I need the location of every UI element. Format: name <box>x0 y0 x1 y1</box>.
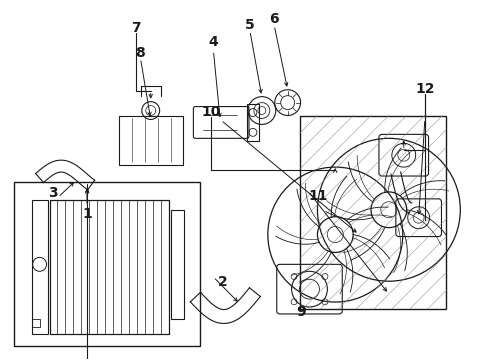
Bar <box>119 116 183 165</box>
Text: 6: 6 <box>270 12 279 26</box>
Bar <box>171 210 184 319</box>
Text: 3: 3 <box>48 185 58 199</box>
Text: 5: 5 <box>245 18 255 32</box>
Text: 1: 1 <box>82 207 92 221</box>
Bar <box>49 200 169 334</box>
Text: 9: 9 <box>296 305 306 319</box>
Text: 2: 2 <box>218 275 228 289</box>
Bar <box>299 116 446 309</box>
Bar <box>32 319 40 327</box>
Text: 12: 12 <box>415 82 435 96</box>
Text: 10: 10 <box>201 105 220 119</box>
Bar <box>32 200 48 334</box>
Bar <box>14 182 200 346</box>
Bar <box>247 104 259 141</box>
Text: 4: 4 <box>209 36 218 49</box>
Text: 11: 11 <box>308 189 328 203</box>
Text: 8: 8 <box>136 46 146 60</box>
Text: 7: 7 <box>131 21 141 35</box>
